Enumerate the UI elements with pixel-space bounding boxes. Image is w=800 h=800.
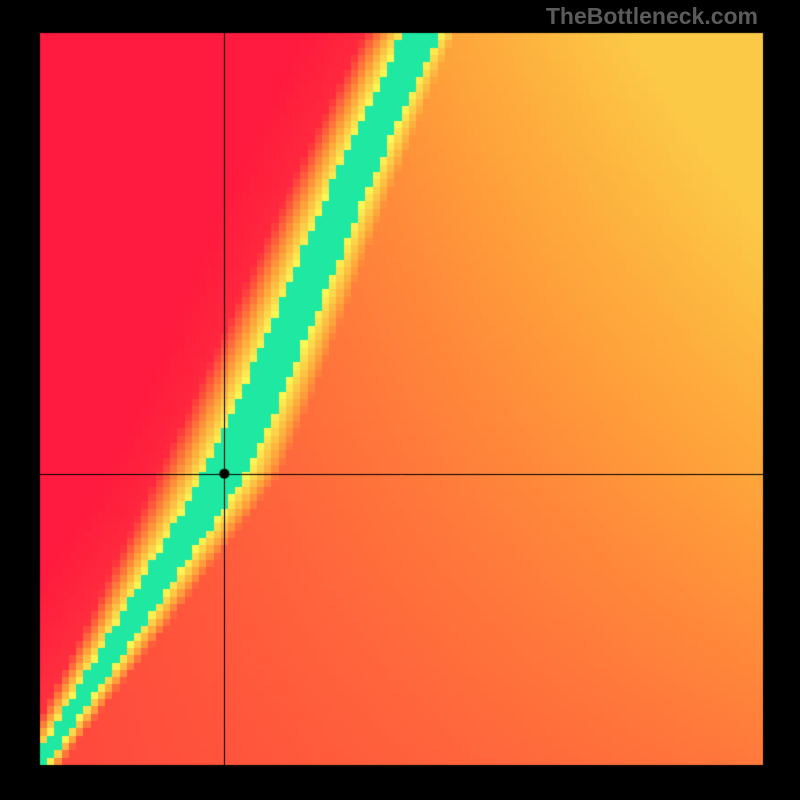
heatmap-canvas xyxy=(0,0,800,800)
chart-container: TheBottleneck.com xyxy=(0,0,800,800)
